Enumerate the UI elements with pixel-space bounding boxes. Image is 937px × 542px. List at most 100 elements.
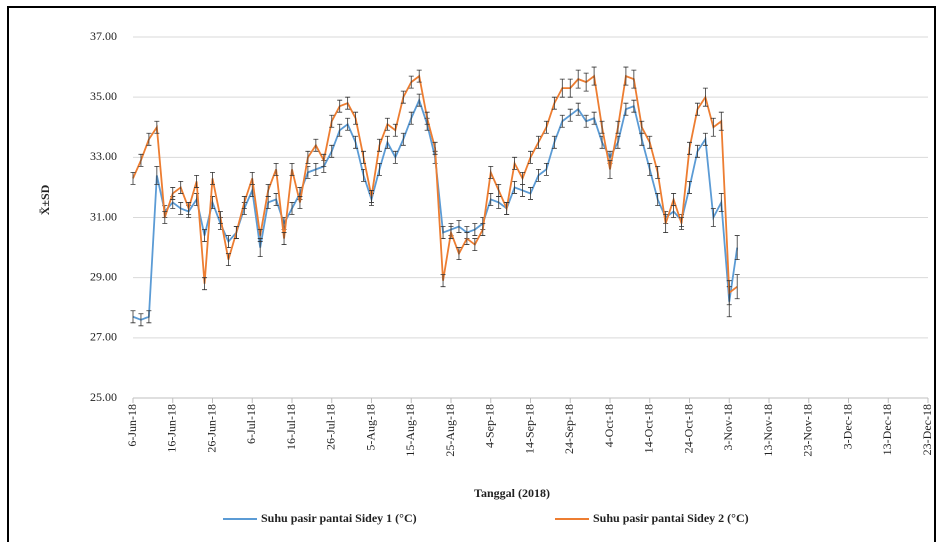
error-bar (734, 274, 740, 300)
error-bar (583, 114, 589, 128)
x-tick-label: 24-Sep-18 (562, 404, 576, 454)
series-line (132, 97, 739, 321)
y-tick-label: 25.00 (90, 390, 117, 404)
x-tick-label: 26-Jul-18 (324, 404, 338, 450)
error-bar (289, 162, 295, 176)
error-bar (337, 123, 343, 137)
error-bar (376, 138, 382, 152)
error-bar (710, 208, 716, 227)
error-bar (623, 102, 629, 116)
error-bar (337, 99, 343, 113)
error-bar (687, 181, 692, 194)
y-axis-title: X̄±SD (38, 184, 52, 215)
error-bar (559, 114, 565, 128)
error-bar (655, 165, 661, 179)
error-bar (416, 93, 422, 107)
error-bar (178, 181, 184, 194)
error-bar (392, 123, 398, 137)
error-bar (512, 156, 518, 170)
error-bar (551, 135, 557, 149)
error-bar (194, 174, 200, 188)
error-bar (456, 220, 462, 233)
error-bar (130, 171, 136, 185)
error-bar (384, 135, 390, 149)
error-bar (496, 184, 502, 197)
frame (7, 6, 936, 542)
x-tick-label: 13-Dec-18 (880, 404, 894, 455)
error-bar (321, 153, 327, 167)
error-bar (154, 165, 160, 185)
error-bar (551, 96, 557, 110)
error-bar (472, 238, 478, 251)
error-bar (249, 171, 255, 185)
error-bar (305, 150, 311, 164)
error-bar (639, 120, 645, 134)
error-bar (575, 69, 581, 89)
error-bar (528, 187, 533, 200)
x-tick-label: 25-Aug-18 (443, 404, 457, 457)
error-bar (663, 214, 669, 233)
x-tick-label: 14-Sep-18 (522, 404, 536, 454)
error-bar (567, 108, 573, 122)
error-bar (392, 150, 398, 164)
legend-label: Suhu pasir pantai Sidey 1 (°C) (261, 511, 417, 525)
error-bar (241, 196, 247, 209)
x-tick-label: 14-Oct-18 (642, 404, 656, 453)
error-bar (432, 141, 438, 155)
y-tick-label: 29.00 (90, 269, 117, 283)
x-tick-label: 15-Aug-18 (403, 404, 417, 457)
error-bar (202, 229, 208, 242)
error-bar (567, 78, 573, 98)
error-bar (488, 165, 494, 179)
error-bar (361, 150, 367, 164)
error-bar (273, 193, 279, 206)
error-bar (281, 232, 287, 245)
error-bar (138, 153, 144, 167)
error-bar (353, 111, 359, 125)
error-bar (472, 223, 478, 236)
x-tick-label: 4-Oct-18 (602, 404, 616, 447)
error-bar (353, 135, 359, 149)
x-tick-label: 3-Dec-18 (840, 404, 854, 449)
error-bar (233, 226, 239, 239)
y-tick-label: 37.00 (90, 29, 117, 43)
error-bar (734, 235, 740, 261)
x-tick-label: 6-Jun-18 (125, 404, 139, 447)
x-tick-label: 24-Oct-18 (681, 404, 695, 453)
error-bar (710, 117, 716, 137)
error-bar (273, 162, 279, 176)
error-bar (400, 132, 406, 146)
error-bar (575, 102, 581, 116)
error-bar (400, 90, 406, 104)
error-bar (297, 196, 303, 209)
error-bar (591, 111, 597, 125)
x-tick-label: 23-Nov-18 (801, 404, 815, 457)
error-bar (376, 162, 382, 176)
error-bar (543, 120, 549, 134)
error-bar (313, 138, 319, 152)
error-bar (647, 162, 653, 176)
error-bar (456, 247, 462, 261)
error-bar (623, 66, 629, 86)
error-bar (146, 132, 152, 146)
error-bar (615, 120, 621, 134)
error-bar (369, 190, 374, 203)
x-tick-label: 26-Jun-18 (204, 404, 218, 453)
x-tick-label: 6-Jul-18 (244, 404, 258, 444)
x-tick-label: 5-Aug-18 (363, 404, 377, 451)
error-bar (726, 280, 732, 306)
error-bar (210, 171, 215, 185)
legend-label: Suhu pasir pantai Sidey 2 (°C) (593, 511, 749, 525)
error-bar (130, 310, 136, 324)
series-line (132, 74, 738, 295)
error-bar (384, 117, 390, 131)
error-bar (408, 75, 414, 89)
error-bar (345, 117, 351, 131)
x-tick-label: 16-Jun-18 (165, 404, 179, 453)
error-bar (591, 66, 597, 86)
error-bar (718, 111, 724, 131)
error-bar (702, 132, 708, 146)
error-bar (424, 111, 430, 125)
error-bar (217, 211, 223, 224)
